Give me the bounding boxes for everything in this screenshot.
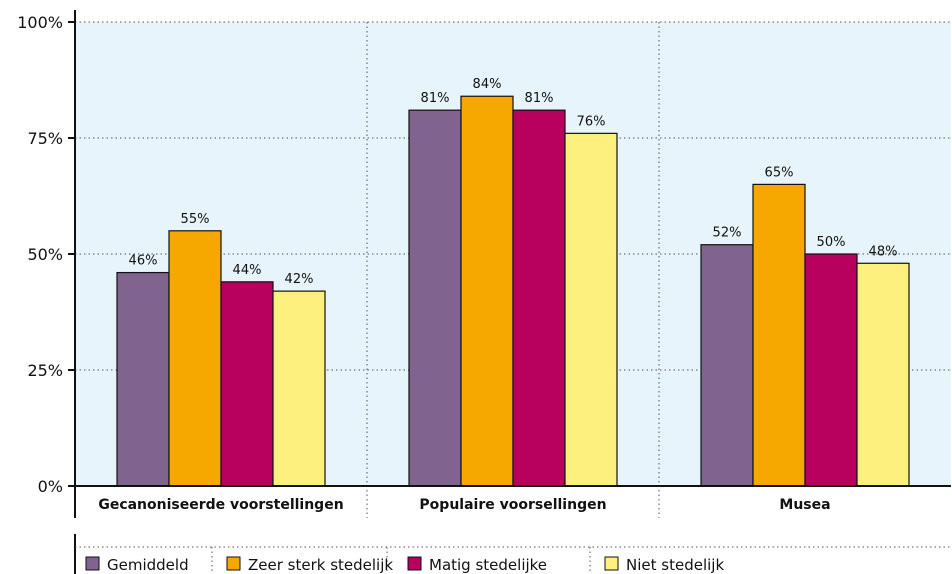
value-label: 65% [765,165,794,180]
y-tick-label: 100% [17,13,63,32]
category-labels: Gecanoniseerde voorstellingen Populaire v… [98,497,830,513]
bar [272,290,326,487]
value-label: 48% [869,244,898,259]
value-label: 55% [181,212,210,227]
value-label: 81% [525,91,554,106]
bar [512,109,566,487]
bar [116,271,170,487]
legend-label: Gemiddeld [107,556,189,574]
legend-swatch [226,556,241,571]
y-tick-label: 50% [27,245,63,264]
value-label: 46% [129,254,158,269]
legend: Gemiddeld Zeer sterk stedelijk Matig stede… [74,534,951,574]
bar [564,132,618,487]
y-tick-labels: 0% 25% 50% 75% 100% [17,13,75,496]
value-label: 50% [817,235,846,250]
legend-swatch [85,556,100,571]
value-label: 76% [577,114,606,129]
bar [700,244,754,487]
axes [74,10,951,518]
legend-label: Zeer sterk stedelijk [248,556,393,574]
y-tick-label: 0% [38,477,63,496]
bar [408,109,462,487]
category-label: Gecanoniseerde voorstellingen [98,497,343,513]
category-label: Populaire voorsellingen [419,497,606,513]
value-label: 52% [713,226,742,241]
bar [460,95,514,487]
legend-swatch [604,556,619,571]
y-tick-label: 25% [27,361,63,380]
value-label: 81% [421,91,450,106]
bar [220,281,274,487]
bar [856,262,910,487]
value-label: 42% [285,272,314,287]
category-label: Musea [779,497,830,513]
value-label: 44% [233,263,262,278]
value-labels: 46% 55% 44% 42% 81% 84% 81% 76% 52% 65% 50% 48% [129,77,898,287]
legend-label: Matig stedelijke [429,556,547,574]
legend-label: Niet stedelijk [626,556,724,574]
bars [116,95,910,487]
bar [168,230,222,487]
legend-swatch [407,556,422,571]
bar [804,253,858,487]
y-tick-label: 75% [27,129,63,148]
bar [752,183,806,487]
value-label: 84% [473,77,502,92]
